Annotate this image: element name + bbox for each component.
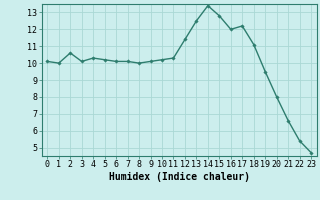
X-axis label: Humidex (Indice chaleur): Humidex (Indice chaleur) (109, 172, 250, 182)
